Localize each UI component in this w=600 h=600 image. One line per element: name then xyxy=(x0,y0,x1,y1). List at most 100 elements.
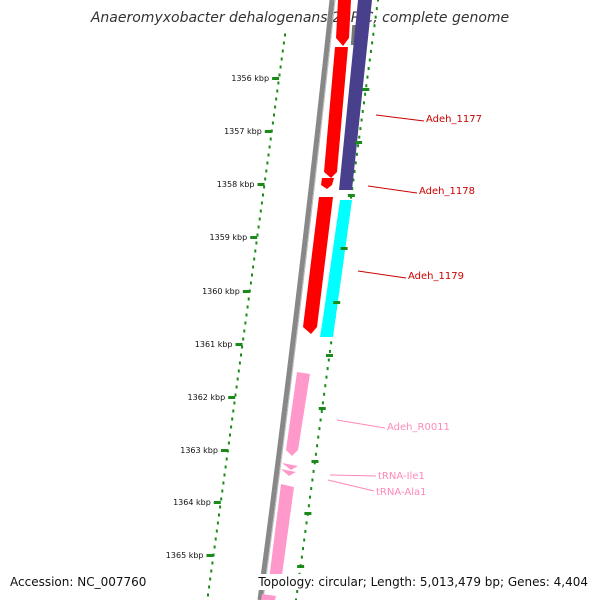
ruler-dot xyxy=(281,49,284,53)
ruler-dot xyxy=(375,7,378,11)
cds-forward-top xyxy=(336,0,351,46)
genome-title: Anaeromyxobacter dehalogenans 2CP-C, com… xyxy=(90,10,510,26)
ruler-dot xyxy=(273,113,275,117)
tick-label: 1363 kbp xyxy=(180,446,218,455)
ruler-dot xyxy=(310,487,313,491)
rna-R0011 xyxy=(286,372,310,456)
tick-label: 1365 kbp xyxy=(166,551,204,560)
ruler-dot xyxy=(325,375,328,379)
ruler-dot xyxy=(372,32,375,36)
ruler-dot xyxy=(236,377,239,381)
topology-value: Topology: circular; Length: 5,013,479 bp… xyxy=(256,574,590,590)
ruler-dot xyxy=(276,89,279,93)
ruler-dot xyxy=(208,585,211,589)
outer-tick-mark xyxy=(297,565,305,568)
ruler-dot xyxy=(231,417,234,421)
ruler-dot xyxy=(269,137,272,141)
ruler-dot xyxy=(220,497,223,501)
ruler-dot xyxy=(235,385,238,389)
tick-mark xyxy=(213,501,221,504)
ruler-dot xyxy=(227,441,230,445)
ruler-dot xyxy=(265,169,268,173)
tick-label: 1358 kbp xyxy=(217,180,255,189)
ruler-dot xyxy=(253,257,256,261)
tick-mark xyxy=(257,183,265,186)
outer-tick-mark xyxy=(304,512,312,515)
tick-mark xyxy=(264,130,272,133)
ruler-dot xyxy=(312,469,315,473)
ruler-dot xyxy=(319,418,322,422)
ruler-dot xyxy=(358,135,361,139)
ruler-dot xyxy=(240,353,242,357)
ruler-dot xyxy=(238,361,241,365)
ruler-dot xyxy=(302,547,305,551)
gene-leader-line xyxy=(357,270,407,279)
gene-label-trna-ala1[interactable]: tRNA-Ala1 xyxy=(376,487,426,498)
cds-forward-small xyxy=(321,178,334,189)
ruler-dot xyxy=(278,73,281,77)
outer-tick-mark xyxy=(340,247,348,250)
ruler-dot xyxy=(330,341,333,345)
ruler-dot xyxy=(251,273,253,277)
ruler-dot xyxy=(318,427,321,431)
ruler-dot xyxy=(354,161,357,165)
ruler-dot xyxy=(316,444,319,448)
gene-label-adeh_1179[interactable]: Adeh_1179 xyxy=(408,271,464,282)
tick-label: 1360 kbp xyxy=(202,287,240,296)
tick-label: 1361 kbp xyxy=(195,340,233,349)
tick-mark xyxy=(272,77,280,80)
gene-leader-line xyxy=(336,419,386,429)
ruler-dot xyxy=(359,127,362,131)
gene-label-adeh_1178[interactable]: Adeh_1178 xyxy=(419,186,475,197)
gene-label-adeh_1177[interactable]: Adeh_1177 xyxy=(426,114,482,125)
cds-forward-1179 xyxy=(303,197,333,334)
ruler-dot xyxy=(320,409,323,413)
ruler-dot xyxy=(233,401,236,405)
ruler-dot xyxy=(300,555,303,559)
ruler-dot xyxy=(259,209,262,213)
ruler-dot xyxy=(284,33,286,37)
ruler-dot xyxy=(317,435,320,439)
ruler-dot xyxy=(225,457,228,461)
ruler-dot xyxy=(350,195,353,199)
ruler-dot xyxy=(274,105,277,109)
gene-leader-line xyxy=(329,474,377,477)
ruler-dot xyxy=(244,321,247,325)
topology-text: Topology: circular; Length: 5,013,479 bp… xyxy=(256,574,590,590)
ruler-dot xyxy=(327,358,330,362)
ruler-dot xyxy=(279,65,282,69)
ruler-dot xyxy=(209,577,212,581)
ruler-dot xyxy=(258,217,261,221)
cds-features xyxy=(261,0,372,600)
accession-value: Accession: NC_007760 xyxy=(8,574,149,590)
tick-label: 1356 kbp xyxy=(231,74,269,83)
rna-lower xyxy=(268,484,294,590)
tick-label: 1364 kbp xyxy=(173,498,211,507)
ruler-dot xyxy=(267,153,270,157)
tick-mark xyxy=(250,236,258,239)
ruler-dot xyxy=(357,144,360,148)
cds-reverse-1177 xyxy=(339,0,372,190)
ruler-dot xyxy=(268,145,271,149)
ruler-dot xyxy=(321,401,324,405)
ruler-dot xyxy=(307,504,310,508)
backbone-line xyxy=(257,0,335,600)
ruler-dot xyxy=(367,67,370,71)
tick-mark xyxy=(228,396,236,399)
gene-leader-line xyxy=(367,185,418,194)
gene-leader-line xyxy=(327,479,375,492)
ruler-dot xyxy=(328,349,331,353)
ruler-dot xyxy=(309,495,312,499)
ruler-dot xyxy=(366,75,369,79)
ruler-dot xyxy=(277,81,280,85)
cds-forward-1177 xyxy=(324,47,348,178)
gene-labels: Adeh_1177 Adeh_1178 Adeh_1179 Adeh_R0011 tRN… xyxy=(327,114,482,498)
gene-label-adeh_r0011[interactable]: Adeh_R0011 xyxy=(387,422,450,433)
accession-text: Accession: NC_007760 xyxy=(8,574,149,590)
gene-label-trna-ile1[interactable]: tRNA-Ile1 xyxy=(378,471,425,482)
ruler-dot xyxy=(296,589,299,593)
ruler-dot xyxy=(271,121,274,125)
tick-mark xyxy=(206,554,214,557)
ruler-dot xyxy=(303,538,306,542)
